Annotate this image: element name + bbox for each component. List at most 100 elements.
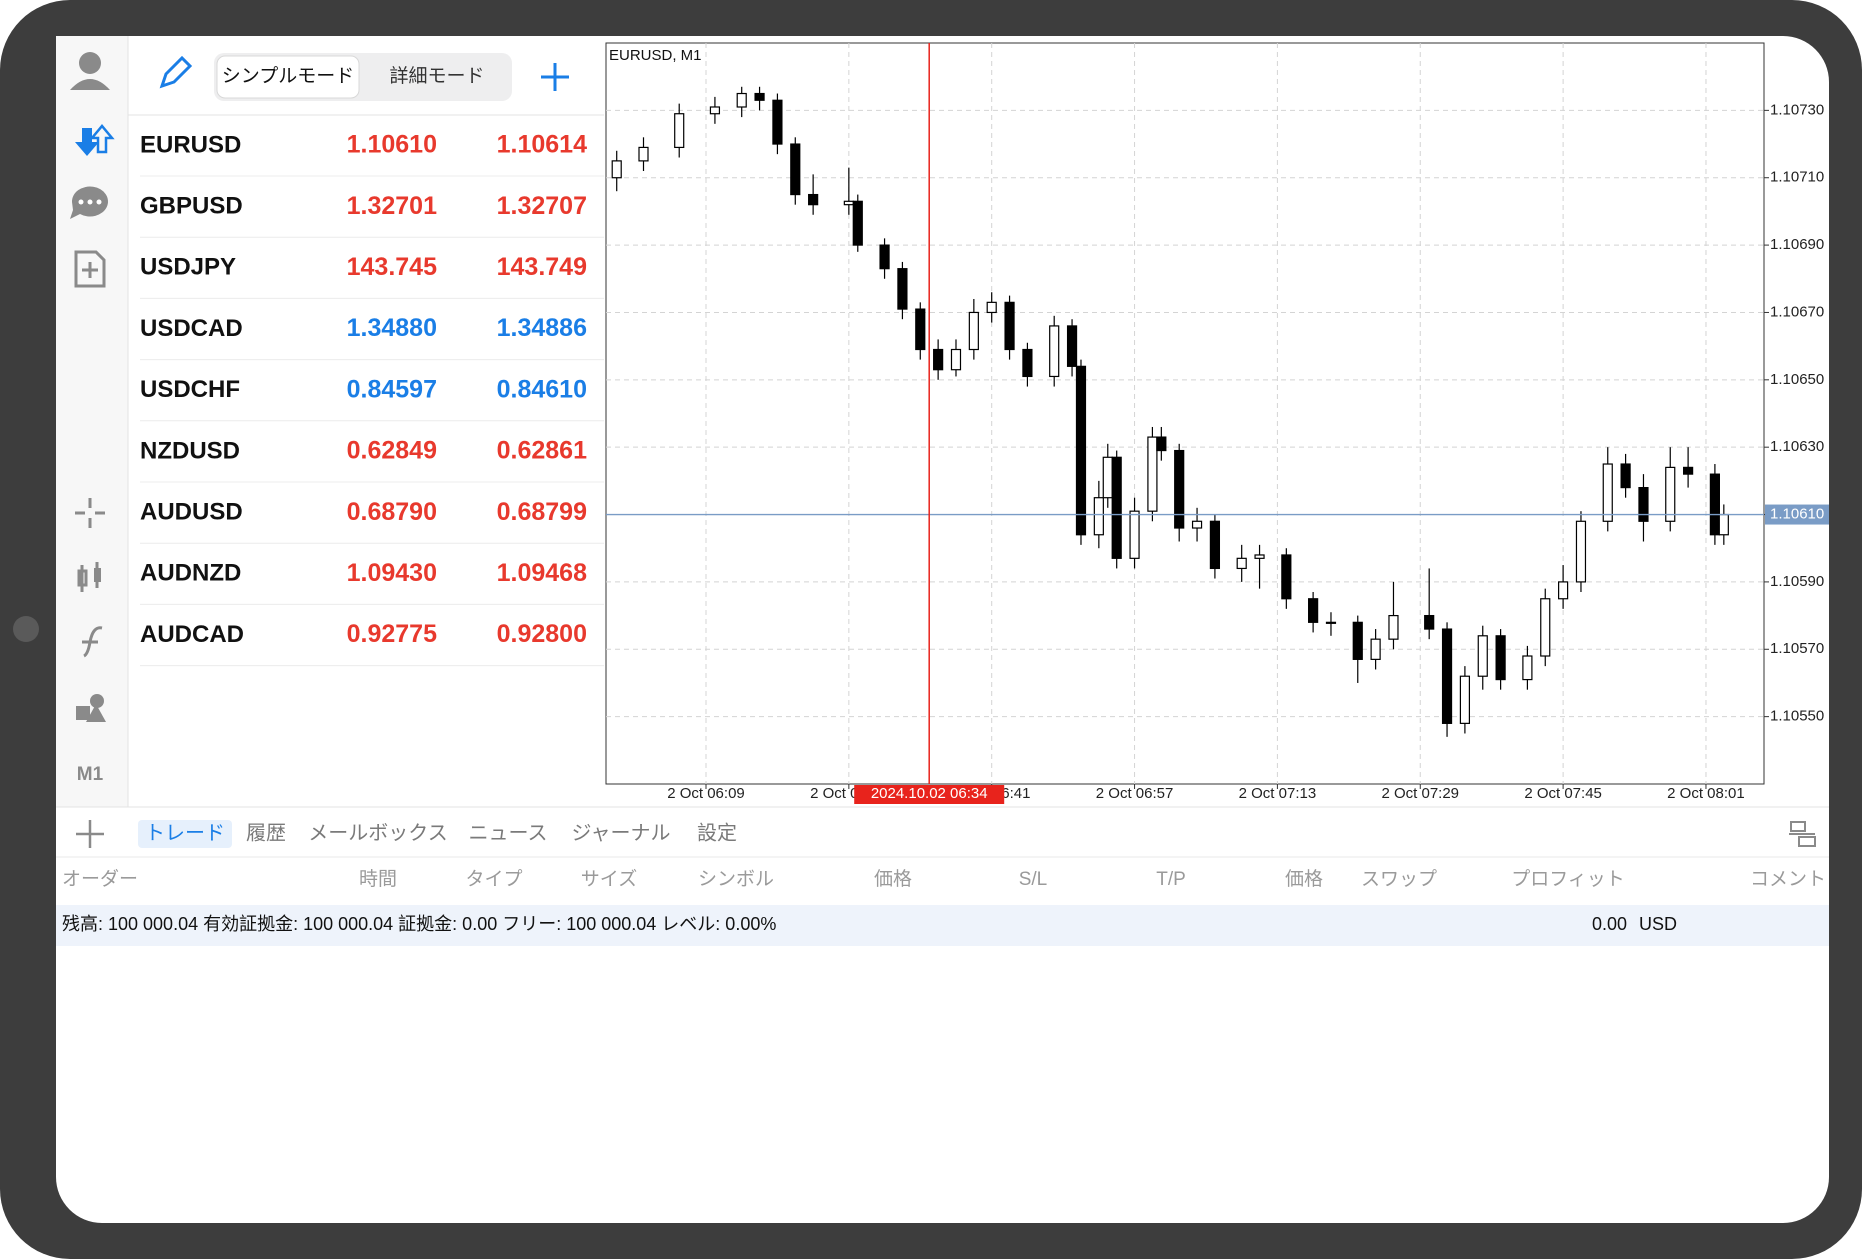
symbol: USDCHF: [140, 376, 240, 403]
candle-body: [674, 113, 685, 149]
timeframe-button[interactable]: M1: [77, 764, 104, 785]
y-tick-label: 1.10590: [1770, 573, 1824, 590]
column-label: コメント: [1750, 869, 1826, 890]
candle-body: [1352, 621, 1363, 660]
price-label: 1.10610: [1770, 506, 1824, 523]
plot-area: [605, 42, 1765, 785]
ask-price: 1.09468: [497, 559, 587, 587]
total-profit: 0.00: [1592, 914, 1627, 934]
column-label: サイズ: [581, 868, 637, 890]
chart: 1.10550 1.10570 1.10590 1.10610 1.10630 1.106…: [605, 42, 1829, 804]
candle-body: [1254, 554, 1265, 559]
sidebar: [56, 36, 128, 807]
edit-icon[interactable]: [159, 55, 193, 89]
candle-body: [1540, 598, 1551, 657]
chat-icon[interactable]: [70, 186, 108, 219]
y-tick-label: 1.10550: [1770, 708, 1824, 725]
candle-body: [1709, 473, 1720, 536]
y-tick-label: 1.10570: [1770, 640, 1824, 657]
ask-price: 143.749: [497, 253, 587, 281]
candle-body: [1111, 456, 1122, 559]
candle-body: [1147, 436, 1158, 512]
candle-body: [915, 308, 926, 351]
crosshair-icon[interactable]: [75, 498, 105, 528]
bid-price: 1.34880: [347, 314, 437, 342]
candle-body: [852, 200, 863, 246]
layout-icon[interactable]: [1789, 821, 1816, 847]
candle-body: [611, 160, 622, 179]
symbol: AUDUSD: [140, 499, 243, 526]
crosshair-label: 2024.10.02 06:34: [871, 785, 988, 802]
ask-price: 1.32707: [497, 192, 587, 220]
terminal-tab[interactable]: ニュース: [469, 822, 548, 844]
candle-body: [1718, 513, 1729, 536]
candle-body: [1575, 520, 1587, 583]
candle-body: [879, 244, 890, 270]
y-tick-label: 1.10710: [1770, 169, 1824, 186]
mode-selected: [216, 55, 360, 99]
candle-body: [1022, 348, 1033, 378]
x-tick-label: 2 Oct 07:13: [1239, 785, 1317, 802]
candle-body: [1638, 487, 1649, 522]
candle-body: [1477, 635, 1488, 677]
candle-body: [1281, 554, 1292, 600]
tab-bar: トレード 履歴 メールボックス ニュース ジャーナル 設定: [145, 821, 737, 844]
currency: USD: [1639, 914, 1677, 934]
symbol: USDJPY: [140, 254, 236, 281]
y-tick-label: 1.10690: [1770, 236, 1824, 253]
column-label: T/P: [1156, 869, 1186, 890]
candle-body: [1004, 301, 1015, 351]
ask-price: 0.84610: [497, 375, 587, 403]
terminal-tab[interactable]: トレード: [145, 822, 225, 844]
candle-body: [736, 92, 747, 108]
camera: [13, 616, 39, 642]
watchlist: EURUSD 1.10610 1.10614 GBPUSD 1.32701 1.32707…: [140, 131, 604, 667]
y-tick-label: 1.10630: [1770, 438, 1824, 455]
new-order-icon[interactable]: [74, 250, 106, 288]
x-tick-label: 2 Oct 06:09: [667, 785, 745, 802]
account-icon[interactable]: [70, 52, 110, 90]
candle-body: [1156, 436, 1167, 452]
candle-body: [1602, 463, 1613, 522]
candle-body: [1665, 466, 1676, 522]
add-tab-button[interactable]: [76, 820, 104, 848]
terminal-tab[interactable]: 履歴: [246, 822, 286, 844]
candle-body: [790, 143, 801, 196]
bid-price: 143.745: [347, 253, 437, 281]
bid-price: 0.92775: [347, 620, 437, 648]
candle-body: [843, 200, 854, 206]
y-tick-label: 1.10670: [1770, 303, 1824, 320]
column-header: オーダー 時間 タイプ サイズ シンボル 価格 S/L T/P 価格 スワップ プロフィット コメント: [62, 868, 1826, 890]
candle-body: [1325, 621, 1337, 624]
indicator-icon[interactable]: [77, 562, 101, 592]
simple-mode-tab[interactable]: シンプルモード: [222, 65, 354, 87]
crosshair-label-bg: [854, 785, 1005, 804]
terminal-tab[interactable]: ジャーナル: [572, 822, 671, 844]
watchlist-panel: [128, 36, 604, 807]
candle-body: [897, 268, 908, 310]
candle-body: [808, 193, 819, 206]
terminal-tab[interactable]: 設定: [697, 821, 737, 844]
column-label: 時間: [359, 868, 397, 890]
symbol: EURUSD: [140, 131, 241, 158]
x-tick-label: 2 Oct 07:45: [1524, 785, 1602, 802]
candle-body: [1558, 581, 1569, 600]
candle-body: [968, 311, 979, 351]
terminal-tab[interactable]: メールボックス: [308, 821, 447, 844]
candle-body: [1441, 628, 1453, 724]
price-label-bg: [1765, 504, 1829, 525]
symbol: AUDCAD: [140, 621, 244, 648]
add-symbol-button[interactable]: [541, 63, 569, 91]
candle-body: [1308, 598, 1319, 623]
objects-icon[interactable]: [76, 694, 106, 722]
trade-icon[interactable]: [75, 124, 115, 156]
chart-title: EURUSD, M1: [609, 47, 702, 64]
candle-body: [1388, 614, 1399, 640]
detail-mode-tab[interactable]: 詳細モード: [389, 65, 484, 87]
candle-body: [986, 301, 997, 314]
bid-price: 0.68790: [347, 498, 437, 526]
symbol: GBPUSD: [140, 193, 243, 220]
function-icon[interactable]: [82, 626, 103, 658]
account-summary: 残高: 100 000.04 有効証拠金: 100 000.04 証拠金: 0.…: [62, 914, 776, 934]
